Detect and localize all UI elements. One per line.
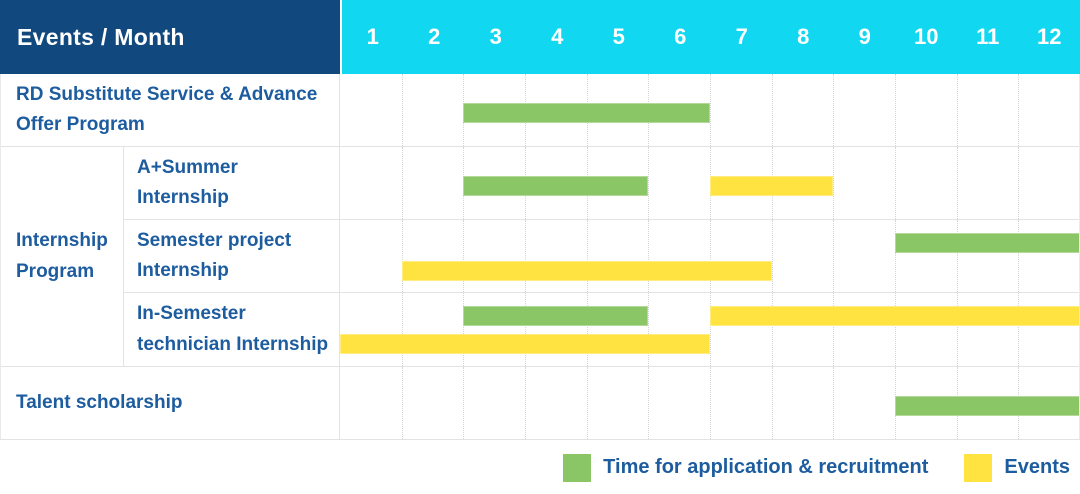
month-gridline (401, 293, 403, 366)
month-header-cell: 11 (976, 24, 1000, 49)
month-gridline (648, 293, 650, 366)
month-gridline (1018, 74, 1020, 146)
month-gridline (401, 220, 403, 292)
month-gridline (463, 367, 465, 439)
gantt-track-in-semester-technician (340, 293, 1080, 366)
row-label-talent-scholarship: Talent scholarship (0, 367, 340, 439)
month-gridline (771, 293, 773, 366)
month-gridline (525, 220, 526, 292)
legend-label-events: Events (1004, 456, 1070, 478)
month-gridline (525, 367, 526, 439)
legend: Time for application & recruitment Event… (0, 440, 1080, 494)
table-row: RD Substitute Service & Advance Offer Pr… (0, 74, 1080, 147)
month-header-cell: 1 (366, 24, 379, 49)
row-label-semester-project: Semester project Internship (124, 220, 340, 292)
events-month-header-cell: Events / Month (0, 0, 340, 74)
month-gridline (833, 74, 835, 146)
gantt-bar-application (895, 233, 1080, 253)
month-gridline (895, 220, 896, 292)
month-gridline (586, 293, 588, 366)
month-gridline (463, 220, 465, 292)
schedule-table: Events / Month 1 2 3 4 5 6 7 8 9 10 11 12 RD Substi… (0, 0, 1080, 440)
month-gridline (648, 367, 650, 439)
gantt-bar-event (401, 261, 772, 281)
month-gridline (956, 74, 958, 146)
month-header-row: 1 2 3 4 5 6 7 8 9 10 11 12 (340, 0, 1080, 74)
month-header-cell: 8 (797, 24, 810, 49)
gantt-bar-application (463, 103, 710, 123)
month-header-cell: 10 (914, 24, 939, 49)
month-header-cell: 4 (551, 24, 564, 49)
month-gridline (771, 74, 773, 146)
gantt-bar-event (710, 176, 834, 196)
gantt-track-talent-scholarship (340, 367, 1080, 439)
table-row: Talent scholarship (0, 367, 1080, 440)
month-gridline (401, 147, 403, 219)
gantt-bar-application (463, 306, 649, 326)
legend-swatch-application (563, 453, 592, 482)
month-gridline (463, 293, 465, 366)
month-gridline (525, 293, 526, 366)
row-label-rd-substitute: RD Substitute Service & Advance Offer Pr… (0, 74, 340, 146)
gantt-track-a-plus-summer (340, 147, 1080, 219)
table-row: In-Semester technician Internship (124, 293, 1080, 366)
gantt-track-rd-substitute (340, 74, 1080, 146)
month-gridline (586, 220, 588, 292)
internship-program-subrows: A+Summer Internship Semester project Int… (124, 147, 1080, 366)
table-left-border (0, 74, 1, 439)
month-gridline (710, 220, 711, 292)
month-gridline (833, 147, 835, 219)
month-gridline (710, 293, 711, 366)
gantt-bar-application (463, 176, 649, 196)
month-header-cell: 7 (735, 24, 748, 49)
gantt-track-semester-project (340, 220, 1080, 292)
month-header-cell: 6 (674, 24, 687, 49)
month-gridline (710, 367, 711, 439)
month-gridline (586, 367, 588, 439)
gantt-bar-application (895, 396, 1080, 416)
month-gridline (956, 293, 958, 366)
month-gridline (833, 220, 835, 292)
table-header-row: Events / Month 1 2 3 4 5 6 7 8 9 10 11 12 (0, 0, 1080, 74)
gantt-bar-event (710, 306, 1080, 326)
month-gridline (771, 220, 773, 292)
month-gridline (1018, 293, 1020, 366)
group-label-internship-program: Internship Program (0, 147, 124, 366)
legend-label-application: Time for application & recruitment (603, 456, 929, 478)
month-gridline (648, 220, 650, 292)
month-gridline (833, 367, 835, 439)
month-header-cell: 5 (612, 24, 625, 49)
internship-program-group: Internship Program A+Summer Internship S… (0, 147, 1080, 367)
month-gridline (956, 147, 958, 219)
month-gridline (401, 74, 403, 146)
month-header-cell: 2 (428, 24, 441, 49)
month-gridline (1018, 147, 1020, 219)
month-gridline (401, 367, 403, 439)
month-gridline (895, 74, 896, 146)
month-header-cell: 9 (858, 24, 871, 49)
table-row: Semester project Internship (124, 220, 1080, 293)
month-header-cell: 12 (1037, 24, 1062, 49)
month-gridline (648, 147, 650, 219)
month-gridline (895, 147, 896, 219)
month-header-cell: 3 (489, 24, 502, 49)
month-gridline (1018, 220, 1020, 292)
month-gridline (833, 293, 835, 366)
month-gridline (956, 220, 958, 292)
row-label-in-semester-technician: In-Semester technician Internship (124, 293, 340, 366)
month-gridline (710, 74, 711, 146)
legend-swatch-events (964, 453, 993, 482)
table-row: A+Summer Internship (124, 147, 1080, 220)
gantt-bar-event (340, 334, 710, 354)
month-gridline (771, 367, 773, 439)
row-label-a-plus-summer: A+Summer Internship (124, 147, 340, 219)
month-gridline (895, 293, 896, 366)
